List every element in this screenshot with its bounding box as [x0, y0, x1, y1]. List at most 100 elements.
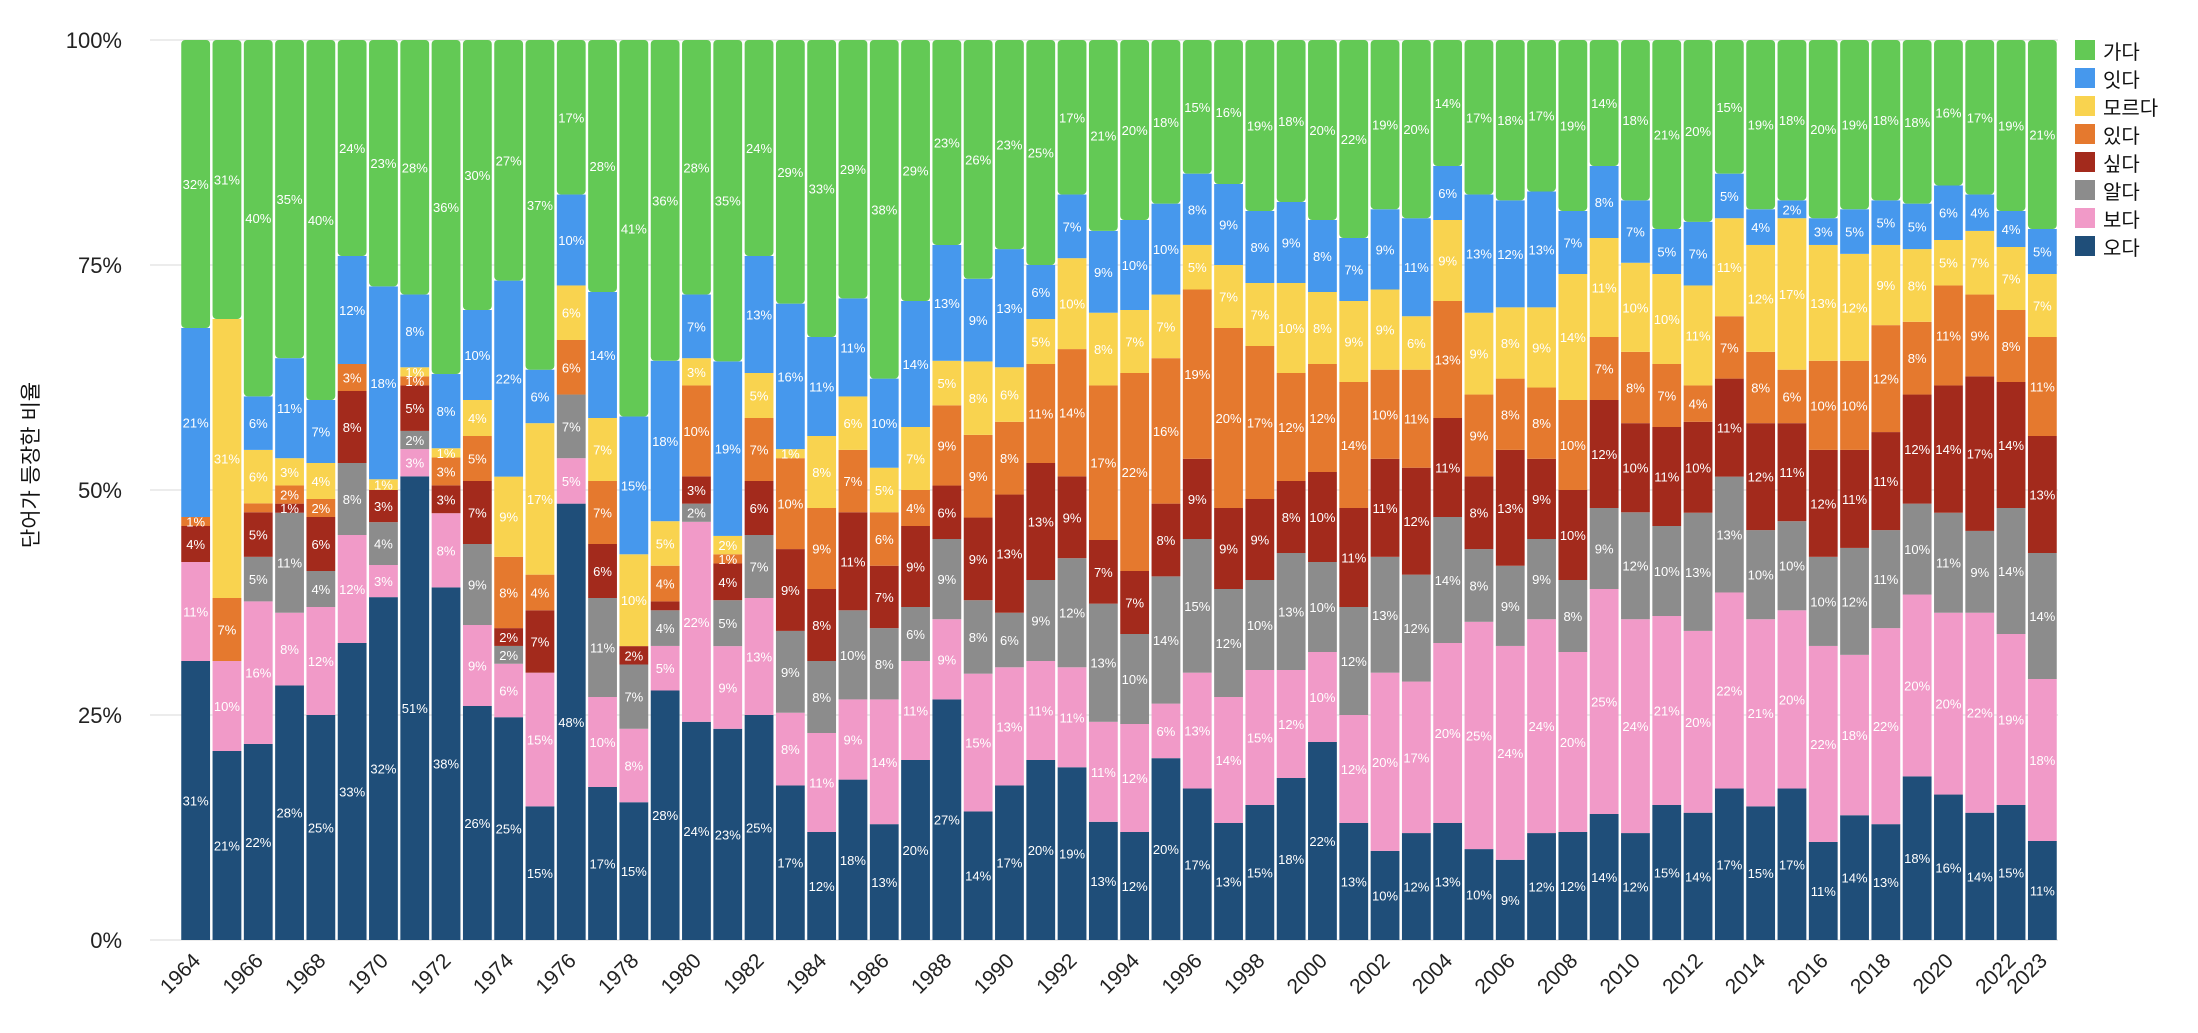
data-label: 19% — [1184, 367, 1210, 382]
data-label: 11% — [1028, 407, 1053, 422]
bar-segment — [525, 806, 555, 940]
bar-segment — [525, 40, 555, 370]
x-tick-label: 1964 — [156, 949, 206, 999]
data-label: 6% — [875, 532, 894, 547]
data-label: 20% — [1403, 122, 1429, 137]
bar-segment — [431, 513, 461, 588]
data-label: 9% — [1376, 323, 1395, 338]
data-label: 5% — [656, 536, 675, 551]
data-label: 5% — [1939, 256, 1958, 271]
bar-group: 20% 11% 6% 9% 4% 7% 14% 29% — [901, 40, 930, 940]
bar-segment — [682, 358, 711, 386]
data-label: 8% — [1470, 506, 1489, 521]
bar-segment — [619, 646, 649, 665]
data-label: 9% — [1532, 340, 1551, 355]
data-label: 21% — [2029, 128, 2055, 143]
bar-segment — [650, 645, 680, 691]
data-label: 10% — [1622, 461, 1648, 476]
bar-group: 17% 20% 10% 11% 6% 17% 2% 18% — [1777, 40, 1807, 940]
bar-segment — [1276, 202, 1306, 283]
data-label: 6% — [531, 389, 550, 404]
bar-segment — [1714, 218, 1744, 317]
x-tick-label: 2020 — [1909, 949, 1958, 998]
x-tick-label: 2016 — [1783, 949, 1832, 998]
data-label: 20% — [1153, 842, 1179, 857]
bar-segment — [1777, 521, 1807, 611]
bar-segment — [1433, 301, 1463, 418]
bar-segment — [1871, 432, 1901, 531]
data-label: 15% — [1716, 100, 1742, 115]
data-label: 21% — [1090, 128, 1116, 143]
bar-segment — [1621, 423, 1650, 513]
data-label: 13% — [1028, 515, 1054, 530]
data-label: 22% — [683, 615, 709, 630]
bar-segment — [1370, 556, 1400, 673]
data-label: 9% — [499, 510, 518, 525]
data-label: 3% — [1814, 225, 1833, 240]
legend-swatch — [2075, 180, 2095, 200]
data-label: 11% — [903, 704, 928, 719]
bar-segment — [181, 328, 211, 517]
data-label: 7% — [750, 560, 769, 575]
bar-segment — [1433, 166, 1463, 220]
data-label: 16% — [1935, 860, 1961, 875]
bar-segment — [400, 367, 430, 377]
legend-item: 오다 — [2075, 232, 2158, 260]
data-label: 7% — [624, 690, 643, 705]
data-label: 25% — [1028, 146, 1054, 161]
data-label: 7% — [2002, 272, 2021, 287]
bar-group: 19% 11% 12% 9% 14% 10% 7% 17% — [1057, 40, 1087, 940]
bar-group: 12% 11% 8% 8% 9% 8% 11% 33% — [807, 40, 837, 940]
data-label: 9% — [1188, 492, 1207, 507]
data-label: 17% — [1090, 456, 1116, 471]
bar-segment — [1370, 40, 1400, 210]
data-label: 12% — [1842, 594, 1868, 609]
bar-segment — [713, 361, 743, 536]
bar-segment — [1339, 508, 1369, 607]
bar-segment — [619, 728, 649, 803]
bar-segment — [1934, 512, 1963, 613]
data-label: 11% — [1091, 765, 1116, 780]
data-label: 20% — [1779, 692, 1805, 707]
bar-segment — [588, 418, 617, 481]
bar-segment — [682, 721, 711, 940]
bar-segment — [995, 612, 1024, 668]
bar-segment — [901, 490, 930, 526]
data-label: 27% — [934, 813, 960, 828]
bar-segment — [775, 785, 805, 940]
data-label: 6% — [750, 501, 769, 516]
data-label: 14% — [1685, 869, 1711, 884]
data-label: 12% — [1309, 411, 1335, 426]
bar-segment — [1339, 382, 1369, 508]
data-label: 18% — [1497, 113, 1523, 128]
data-label: 10% — [1059, 297, 1085, 312]
bar-segment — [1433, 220, 1463, 301]
data-label: 13% — [1529, 242, 1555, 257]
data-label: 11% — [2030, 380, 2055, 395]
bar-segment — [682, 294, 711, 359]
data-label: 8% — [812, 465, 831, 480]
data-label: 12% — [1873, 372, 1899, 387]
bar-segment — [1120, 832, 1150, 940]
bar-group: 14% 15% 8% 9% 9% 8% 9% 26% — [963, 40, 993, 940]
legend-item: 잇다 — [2075, 64, 2158, 92]
bar-segment — [212, 661, 242, 751]
data-label: 10% — [1810, 594, 1836, 609]
bar-segment — [1746, 806, 1776, 940]
bar-group: 12% 24% 12% 10% 8% 10% 7% 18% — [1621, 40, 1650, 940]
data-label: 19% — [1560, 119, 1586, 134]
data-label: 14% — [903, 357, 929, 372]
bar-segment — [1151, 758, 1181, 940]
data-label: 28% — [402, 160, 428, 175]
bar-segment — [1339, 238, 1369, 301]
bar-group: 14% 20% 13% 10% 4% 11% 7% 20% — [1683, 40, 1713, 940]
bar-segment — [337, 391, 367, 463]
bar-segment — [932, 244, 962, 361]
bar-segment — [807, 589, 837, 661]
data-label: 25% — [496, 822, 522, 837]
bar-segment — [462, 625, 492, 706]
data-label: 7% — [906, 452, 925, 467]
data-label: 13% — [871, 875, 897, 890]
bar-group: 15% 21% 10% 11% 7% 10% 5% 21% — [1652, 40, 1682, 940]
